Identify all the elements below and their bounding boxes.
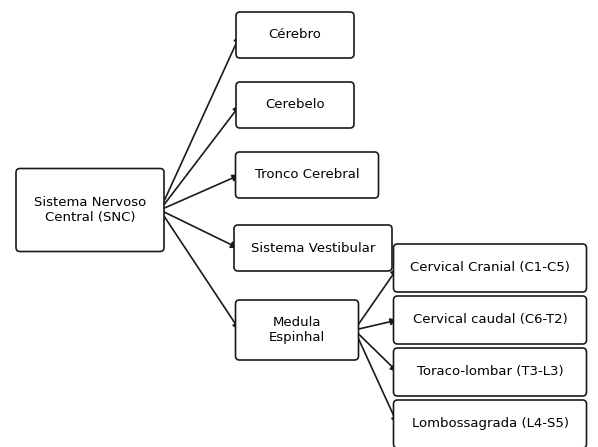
Text: Cervical caudal (C6-T2): Cervical caudal (C6-T2) — [413, 313, 568, 326]
FancyBboxPatch shape — [234, 225, 392, 271]
FancyBboxPatch shape — [236, 152, 379, 198]
FancyBboxPatch shape — [236, 82, 354, 128]
Text: Lombossagrada (L4-S5): Lombossagrada (L4-S5) — [411, 417, 569, 430]
FancyBboxPatch shape — [393, 244, 587, 292]
FancyBboxPatch shape — [393, 400, 587, 447]
Text: Toraco-lombar (T3-L3): Toraco-lombar (T3-L3) — [417, 366, 563, 379]
Text: Cérebro: Cérebro — [269, 29, 322, 42]
Text: Sistema Nervoso
Central (SNC): Sistema Nervoso Central (SNC) — [34, 196, 146, 224]
FancyBboxPatch shape — [393, 296, 587, 344]
FancyBboxPatch shape — [236, 12, 354, 58]
FancyBboxPatch shape — [16, 169, 164, 252]
Text: Cerebelo: Cerebelo — [265, 98, 325, 111]
FancyBboxPatch shape — [393, 348, 587, 396]
Text: Sistema Vestibular: Sistema Vestibular — [251, 241, 375, 254]
Text: Cervical Cranial (C1-C5): Cervical Cranial (C1-C5) — [410, 261, 570, 274]
FancyBboxPatch shape — [236, 300, 358, 360]
Text: Medula
Espinhal: Medula Espinhal — [269, 316, 325, 344]
Text: Tronco Cerebral: Tronco Cerebral — [255, 169, 359, 181]
